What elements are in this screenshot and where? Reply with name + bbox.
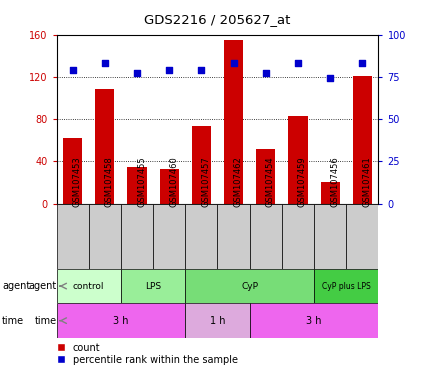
Bar bbox=[191, 126, 210, 204]
Text: GSM107457: GSM107457 bbox=[201, 156, 210, 207]
Point bbox=[69, 67, 76, 73]
Bar bbox=[352, 76, 371, 204]
Text: GSM107462: GSM107462 bbox=[233, 156, 242, 207]
Text: GSM107459: GSM107459 bbox=[297, 156, 306, 207]
Point bbox=[230, 60, 237, 66]
Bar bbox=[153, 204, 185, 269]
Point bbox=[326, 75, 333, 81]
Bar bbox=[89, 204, 121, 269]
Point bbox=[133, 70, 140, 76]
Bar bbox=[249, 204, 281, 269]
Text: 3 h: 3 h bbox=[306, 316, 321, 326]
Bar bbox=[185, 269, 313, 303]
Bar bbox=[249, 303, 378, 338]
Bar bbox=[217, 204, 249, 269]
Bar bbox=[56, 204, 89, 269]
Point bbox=[294, 60, 301, 66]
Bar bbox=[63, 138, 82, 204]
Text: GDS2216 / 205627_at: GDS2216 / 205627_at bbox=[144, 13, 290, 26]
Text: GSM107461: GSM107461 bbox=[362, 156, 371, 207]
Text: 3 h: 3 h bbox=[113, 316, 128, 326]
Bar bbox=[95, 89, 114, 204]
Text: CyP plus LPS: CyP plus LPS bbox=[321, 281, 370, 291]
Text: GSM107460: GSM107460 bbox=[169, 156, 178, 207]
Point bbox=[197, 67, 204, 73]
Text: time: time bbox=[34, 316, 56, 326]
Text: agent: agent bbox=[28, 281, 56, 291]
Bar bbox=[127, 167, 146, 204]
Bar bbox=[121, 204, 153, 269]
Bar bbox=[256, 149, 275, 204]
Bar bbox=[56, 303, 185, 338]
Text: GSM107455: GSM107455 bbox=[137, 156, 146, 207]
Text: agent: agent bbox=[2, 281, 30, 291]
Point bbox=[358, 60, 365, 66]
Point bbox=[165, 67, 172, 73]
Text: LPS: LPS bbox=[145, 281, 161, 291]
Text: CyP: CyP bbox=[240, 281, 258, 291]
Bar bbox=[185, 204, 217, 269]
Bar bbox=[185, 303, 249, 338]
Legend: count, percentile rank within the sample: count, percentile rank within the sample bbox=[57, 343, 237, 365]
Text: control: control bbox=[73, 281, 104, 291]
Bar bbox=[159, 169, 178, 204]
Text: GSM107453: GSM107453 bbox=[72, 156, 82, 207]
Bar bbox=[56, 269, 121, 303]
Bar bbox=[121, 269, 185, 303]
Bar bbox=[313, 204, 345, 269]
Text: 1 h: 1 h bbox=[209, 316, 225, 326]
Bar bbox=[313, 269, 378, 303]
Point bbox=[262, 70, 269, 76]
Bar bbox=[320, 182, 339, 204]
Bar bbox=[345, 204, 378, 269]
Text: GSM107454: GSM107454 bbox=[265, 156, 274, 207]
Point bbox=[101, 60, 108, 66]
Bar bbox=[224, 40, 243, 204]
Text: time: time bbox=[2, 316, 24, 326]
Bar bbox=[288, 116, 307, 204]
Text: GSM107456: GSM107456 bbox=[329, 156, 339, 207]
Bar bbox=[281, 204, 313, 269]
Text: GSM107458: GSM107458 bbox=[105, 156, 114, 207]
